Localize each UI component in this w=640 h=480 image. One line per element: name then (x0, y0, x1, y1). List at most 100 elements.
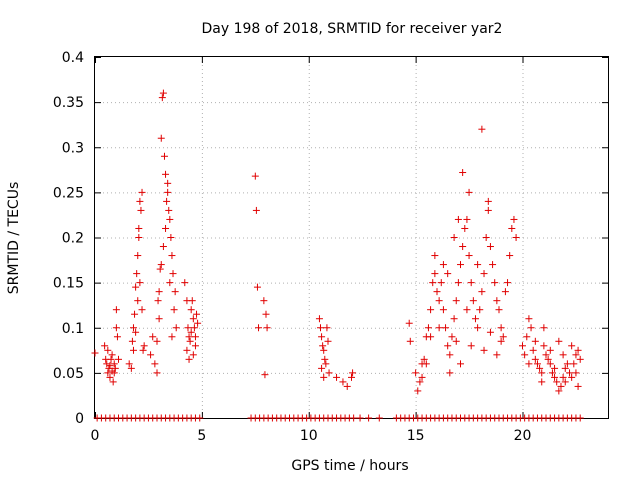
data-point (262, 310, 270, 318)
y-tick-label: 0.25 (53, 185, 84, 201)
data-point (159, 243, 167, 251)
data-point (561, 364, 569, 372)
data-point (147, 351, 155, 359)
data-point (454, 279, 462, 287)
data-point (112, 306, 120, 314)
data-point (181, 279, 189, 287)
data-point (525, 360, 533, 368)
data-point (253, 283, 261, 291)
data-point (110, 369, 118, 377)
data-point (184, 324, 192, 332)
data-point (172, 324, 180, 332)
data-point (319, 342, 327, 350)
data-point (101, 342, 109, 350)
data-point (553, 378, 561, 386)
data-point (457, 261, 465, 269)
x-tick-label: 10 (300, 428, 318, 444)
data-point (153, 369, 161, 377)
data-point (439, 261, 447, 269)
data-point (252, 206, 260, 214)
data-point (574, 346, 582, 354)
y-tick-label: 0.3 (62, 140, 84, 156)
data-point (348, 373, 355, 381)
data-point (482, 234, 490, 241)
data-point (406, 337, 414, 345)
data-point (454, 215, 462, 223)
data-point (546, 346, 554, 354)
data-point (548, 369, 556, 377)
y-tick-label: 0.2 (62, 231, 84, 247)
data-point (431, 252, 439, 260)
data-point (137, 206, 145, 214)
data-point (160, 152, 168, 160)
data-point (431, 270, 439, 278)
data-point (375, 414, 383, 422)
data-point (165, 206, 173, 214)
data-point (140, 342, 148, 350)
data-point (107, 355, 115, 363)
data-point (561, 378, 569, 386)
data-point (542, 351, 550, 359)
data-point (444, 342, 452, 350)
data-point (429, 279, 437, 287)
data-point (154, 297, 162, 305)
data-point (536, 364, 544, 372)
data-point (110, 360, 118, 368)
data-point (551, 373, 559, 381)
data-point (325, 369, 333, 377)
data-point (551, 364, 559, 372)
chart-title: Day 198 of 2018, SRMTID for receiver yar… (202, 21, 503, 37)
data-point (427, 333, 435, 341)
data-point (315, 315, 323, 323)
data-point (333, 373, 341, 381)
data-point (497, 337, 505, 345)
data-point (251, 172, 259, 180)
data-point (540, 324, 548, 332)
data-point (563, 360, 571, 368)
data-point (471, 315, 479, 323)
data-point (576, 355, 584, 363)
data-point (318, 364, 326, 372)
data-point (486, 243, 494, 251)
data-point (106, 362, 114, 370)
data-point (133, 270, 141, 278)
data-point (489, 261, 497, 269)
data-point (510, 215, 518, 223)
data-point (131, 310, 139, 318)
data-point (433, 288, 441, 296)
data-point (106, 373, 114, 381)
data-point (166, 279, 174, 287)
data-point (478, 288, 486, 296)
y-tick-label: 0.05 (53, 366, 84, 382)
data-point (424, 324, 432, 332)
data-point (112, 324, 120, 332)
data-point (189, 351, 197, 359)
data-point (418, 373, 426, 381)
data-point (127, 364, 135, 372)
data-point (572, 351, 580, 359)
data-point (162, 170, 170, 178)
data-point (138, 188, 146, 196)
data-point (183, 346, 191, 354)
data-point (405, 319, 413, 327)
data-point (164, 179, 172, 187)
data-point (134, 252, 142, 260)
data-point (480, 346, 488, 354)
data-point (566, 369, 574, 377)
data-point (491, 279, 499, 287)
y-tick-label: 0.1 (62, 321, 84, 337)
data-point (108, 351, 116, 359)
data-point (439, 306, 447, 314)
y-tick-label: 0.15 (53, 276, 84, 292)
data-point (521, 351, 529, 359)
data-point (506, 252, 514, 260)
data-point (317, 324, 325, 332)
data-point (170, 306, 178, 314)
data-point (187, 306, 195, 314)
data-point (320, 346, 328, 354)
data-point (349, 369, 357, 377)
data-point (527, 324, 535, 332)
data-point (321, 355, 329, 363)
data-point (463, 215, 471, 223)
